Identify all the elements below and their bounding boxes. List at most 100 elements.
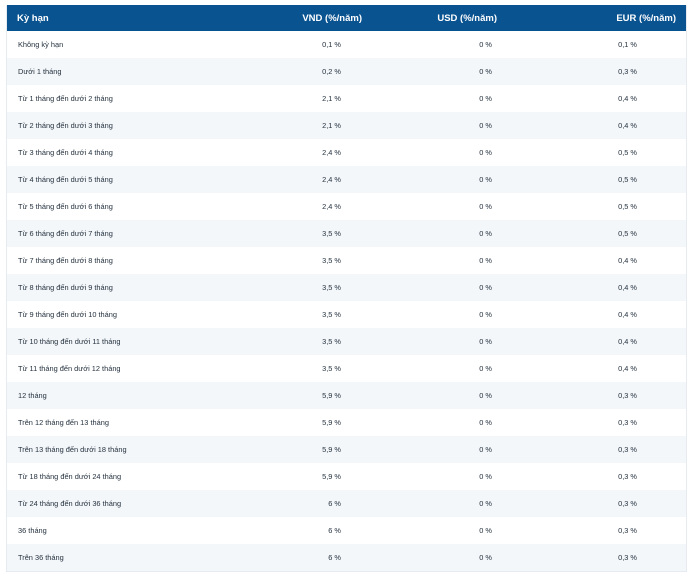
- usd-rate-cell: 0 %: [479, 526, 492, 535]
- vnd-rate-cell: 5,9 %: [322, 418, 341, 427]
- table-row: Từ 8 tháng đến dưới 9 tháng 3,5 % 0 % 0,4 %: [7, 274, 686, 301]
- term-cell: Từ 18 tháng đến dưới 24 tháng: [18, 472, 122, 481]
- vnd-rate-cell: 2,1 %: [322, 94, 341, 103]
- eur-rate-cell: 0,4 %: [618, 364, 637, 373]
- vnd-rate-cell: 5,9 %: [322, 445, 341, 454]
- term-cell: 36 tháng: [18, 526, 47, 535]
- table-body: Không kỳ hạn 0,1 % 0 % 0,1 % Dưới 1 tháng 0,2…: [7, 31, 686, 571]
- table-row: Từ 1 tháng đến dưới 2 tháng 2,1 % 0 % 0,4 %: [7, 85, 686, 112]
- vnd-rate-cell: 5,9 %: [322, 472, 341, 481]
- table-row: Từ 9 tháng đến dưới 10 tháng 3,5 % 0 % 0,4 …: [7, 301, 686, 328]
- usd-rate-cell: 0 %: [479, 148, 492, 157]
- eur-rate-cell: 0,4 %: [618, 337, 637, 346]
- table-row: Không kỳ hạn 0,1 % 0 % 0,1 %: [7, 31, 686, 58]
- term-cell: Từ 1 tháng đến dưới 2 tháng: [18, 94, 113, 103]
- table-row: Trên 36 tháng 6 % 0 % 0,3 %: [7, 544, 686, 571]
- eur-rate-cell: 0,4 %: [618, 256, 637, 265]
- term-cell: Dưới 1 tháng: [18, 67, 62, 76]
- term-cell: Từ 10 tháng đến dưới 11 tháng: [18, 337, 121, 346]
- eur-rate-cell: 0,3 %: [618, 526, 637, 535]
- term-cell: Từ 6 tháng đến dưới 7 tháng: [18, 229, 113, 238]
- term-cell: Từ 4 tháng đến dưới 5 tháng: [18, 175, 113, 184]
- term-cell: Từ 3 tháng đến dưới 4 tháng: [18, 148, 113, 157]
- eur-rate-cell: 0,3 %: [618, 391, 637, 400]
- eur-rate-cell: 0,4 %: [618, 283, 637, 292]
- eur-rate-cell: 0,5 %: [618, 175, 637, 184]
- vnd-rate-cell: 3,5 %: [322, 310, 341, 319]
- vnd-rate-cell: 6 %: [328, 499, 341, 508]
- table-row: Từ 4 tháng đến dưới 5 tháng 2,4 % 0 % 0,5 %: [7, 166, 686, 193]
- term-cell: Từ 2 tháng đến dưới 3 tháng: [18, 121, 113, 130]
- interest-rate-table-container: Kỳ hạn VND (%/năm) USD (%/năm) EUR (%/nă…: [6, 5, 687, 572]
- usd-rate-cell: 0 %: [479, 337, 492, 346]
- eur-rate-cell: 0,3 %: [618, 472, 637, 481]
- table-header: Kỳ hạn VND (%/năm) USD (%/năm) EUR (%/nă…: [7, 5, 686, 31]
- eur-rate-cell: 0,5 %: [618, 148, 637, 157]
- usd-rate-cell: 0 %: [479, 175, 492, 184]
- vnd-rate-cell: 3,5 %: [322, 256, 341, 265]
- vnd-rate-cell: 3,5 %: [322, 283, 341, 292]
- eur-rate-cell: 0,3 %: [618, 553, 637, 562]
- term-cell: Trên 12 tháng đến 13 tháng: [18, 418, 109, 427]
- table-row: Từ 24 tháng đến dưới 36 tháng 6 % 0 % 0,3 %: [7, 490, 686, 517]
- vnd-rate-cell: 2,4 %: [322, 148, 341, 157]
- table-row: Dưới 1 tháng 0,2 % 0 % 0,3 %: [7, 58, 686, 85]
- usd-rate-cell: 0 %: [479, 310, 492, 319]
- vnd-rate-cell: 6 %: [328, 526, 341, 535]
- eur-rate-cell: 0,3 %: [618, 67, 637, 76]
- term-cell: Từ 9 tháng đến dưới 10 tháng: [18, 310, 117, 319]
- interest-rate-table: Kỳ hạn VND (%/năm) USD (%/năm) EUR (%/nă…: [7, 5, 686, 571]
- eur-rate-cell: 0,4 %: [618, 310, 637, 319]
- term-cell: Trên 13 tháng đến dưới 18 tháng: [18, 445, 127, 454]
- vnd-rate-cell: 3,5 %: [322, 337, 341, 346]
- vnd-rate-cell: 0,1 %: [322, 40, 341, 49]
- vnd-rate-cell: 3,5 %: [322, 229, 341, 238]
- table-row: Từ 10 tháng đến dưới 11 tháng 3,5 % 0 % 0,4…: [7, 328, 686, 355]
- eur-rate-cell: 0,3 %: [618, 499, 637, 508]
- table-row: Từ 18 tháng đến dưới 24 tháng 5,9 % 0 % 0,3…: [7, 463, 686, 490]
- usd-rate-cell: 0 %: [479, 553, 492, 562]
- eur-rate-cell: 0,5 %: [618, 229, 637, 238]
- table-row: 36 tháng 6 % 0 % 0,3 %: [7, 517, 686, 544]
- vnd-rate-cell: 0,2 %: [322, 67, 341, 76]
- eur-rate-cell: 0,5 %: [618, 202, 637, 211]
- term-cell: 12 tháng: [18, 391, 47, 400]
- table-row: Từ 5 tháng đến dưới 6 tháng 2,4 % 0 % 0,5 %: [7, 193, 686, 220]
- term-cell: Không kỳ hạn: [18, 40, 64, 49]
- term-cell: Từ 8 tháng đến dưới 9 tháng: [18, 283, 113, 292]
- header-usd: USD (%/năm): [437, 12, 497, 24]
- eur-rate-cell: 0,4 %: [618, 94, 637, 103]
- term-cell: Trên 36 tháng: [18, 553, 64, 562]
- table-row: 12 tháng 5,9 % 0 % 0,3 %: [7, 382, 686, 409]
- table-row: Từ 11 tháng đến dưới 12 tháng 3,5 % 0 % 0,4…: [7, 355, 686, 382]
- eur-rate-cell: 0,3 %: [618, 445, 637, 454]
- usd-rate-cell: 0 %: [479, 94, 492, 103]
- table-row: Trên 13 tháng đến dưới 18 tháng 5,9 % 0 % 0…: [7, 436, 686, 463]
- vnd-rate-cell: 2,4 %: [322, 202, 341, 211]
- usd-rate-cell: 0 %: [479, 67, 492, 76]
- usd-rate-cell: 0 %: [479, 445, 492, 454]
- vnd-rate-cell: 3,5 %: [322, 364, 341, 373]
- eur-rate-cell: 0,3 %: [618, 418, 637, 427]
- vnd-rate-cell: 2,1 %: [322, 121, 341, 130]
- table-row: Trên 12 tháng đến 13 tháng 5,9 % 0 % 0,3 %: [7, 409, 686, 436]
- term-cell: Từ 11 tháng đến dưới 12 tháng: [18, 364, 121, 373]
- term-cell: Từ 7 tháng đến dưới 8 tháng: [18, 256, 113, 265]
- table-row: Từ 2 tháng đến dưới 3 tháng 2,1 % 0 % 0,4 %: [7, 112, 686, 139]
- header-vnd: VND (%/năm): [302, 12, 362, 24]
- vnd-rate-cell: 2,4 %: [322, 175, 341, 184]
- vnd-rate-cell: 6 %: [328, 553, 341, 562]
- usd-rate-cell: 0 %: [479, 229, 492, 238]
- table-row: Từ 3 tháng đến dưới 4 tháng 2,4 % 0 % 0,5 %: [7, 139, 686, 166]
- eur-rate-cell: 0,1 %: [618, 40, 637, 49]
- usd-rate-cell: 0 %: [479, 256, 492, 265]
- table-row: Từ 7 tháng đến dưới 8 tháng 3,5 % 0 % 0,4 %: [7, 247, 686, 274]
- usd-rate-cell: 0 %: [479, 391, 492, 400]
- usd-rate-cell: 0 %: [479, 364, 492, 373]
- header-eur: EUR (%/năm): [616, 12, 676, 24]
- table-row: Từ 6 tháng đến dưới 7 tháng 3,5 % 0 % 0,5 %: [7, 220, 686, 247]
- usd-rate-cell: 0 %: [479, 121, 492, 130]
- term-cell: Từ 24 tháng đến dưới 36 tháng: [18, 499, 122, 508]
- usd-rate-cell: 0 %: [479, 472, 492, 481]
- usd-rate-cell: 0 %: [479, 283, 492, 292]
